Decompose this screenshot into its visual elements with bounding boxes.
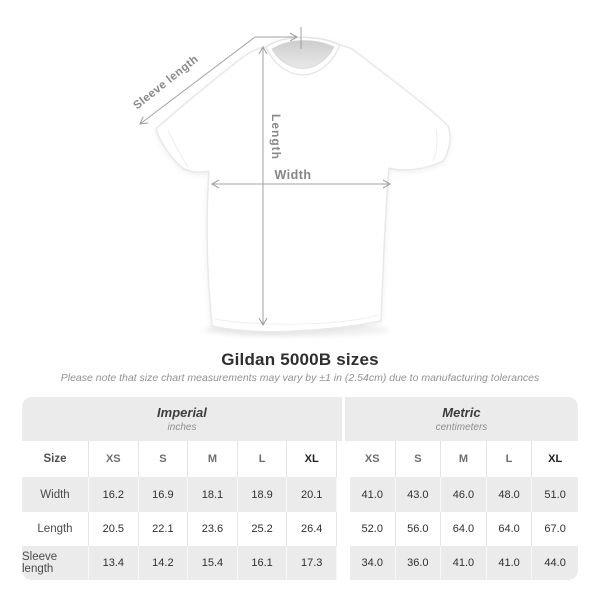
header-metric-s: S (395, 441, 442, 477)
sleeve-imperial-xs: 13.4 (89, 546, 139, 580)
tolerance-note: Please note that size chart measurements… (60, 372, 540, 384)
column-gap (336, 512, 350, 546)
length-imperial-m: 23.6 (188, 512, 238, 546)
header-imperial-l: L (237, 441, 288, 477)
length-label: Length (269, 114, 283, 160)
length-imperial-l: 25.2 (237, 512, 288, 546)
length-metric-l: 64.0 (486, 512, 533, 546)
width-imperial-s: 16.9 (138, 477, 189, 512)
imperial-section-header: Imperial inches (22, 397, 342, 441)
row-label-length: Length (22, 512, 89, 546)
length-metric-s: 56.0 (395, 512, 442, 546)
size-table: Imperial inches Metric centimeters Size … (22, 397, 578, 580)
length-metric-m: 64.0 (441, 512, 487, 546)
left-sleeve-crease (167, 130, 189, 168)
row-label-width: Width (22, 477, 89, 512)
sleeve-metric-xs: 34.0 (349, 546, 396, 580)
width-imperial-xl: 20.1 (287, 477, 337, 512)
header-imperial-s: S (138, 441, 189, 477)
header-imperial-xs: XS (89, 441, 139, 477)
length-metric-xs: 52.0 (349, 512, 396, 546)
sleeve-imperial-xl: 17.3 (287, 546, 337, 580)
width-metric-s: 43.0 (395, 477, 442, 512)
row-label-sleeve-length: Sleeve length (22, 546, 89, 580)
sleeve-metric-xl: 44.0 (532, 546, 578, 580)
tshirt-diagram: Length Width Sleeve length (131, 27, 451, 337)
hem-stitch (214, 314, 379, 325)
header-metric-xs: XS (349, 441, 396, 477)
width-metric-l: 48.0 (486, 477, 533, 512)
column-gap (336, 477, 350, 512)
metric-section-title: Metric (442, 405, 481, 420)
width-imperial-m: 18.1 (188, 477, 238, 512)
width-imperial-xs: 16.2 (89, 477, 139, 512)
sleeve-imperial-m: 15.4 (188, 546, 238, 580)
metric-section-header: Metric centimeters (344, 397, 578, 441)
sleeve-imperial-s: 14.2 (138, 546, 189, 580)
page-title: Gildan 5000B sizes (221, 350, 379, 369)
column-gap (336, 441, 350, 477)
length-imperial-xl: 26.4 (287, 512, 337, 546)
column-gap (336, 546, 350, 580)
header-metric-xl: XL (532, 441, 578, 477)
length-imperial-s: 22.1 (138, 512, 189, 546)
width-label: Width (274, 168, 311, 182)
length-imperial-xs: 20.5 (89, 512, 139, 546)
width-metric-m: 46.0 (441, 477, 487, 512)
size-column-header: Size (22, 441, 89, 477)
imperial-section-unit: inches (167, 422, 197, 433)
imperial-section-title: Imperial (157, 405, 207, 420)
length-metric-xl: 67.0 (532, 512, 578, 546)
sleeve-metric-l: 41.0 (486, 546, 533, 580)
width-metric-xs: 41.0 (349, 477, 396, 512)
sleeve-imperial-l: 16.1 (237, 546, 288, 580)
header-imperial-m: M (188, 441, 238, 477)
tshirt-body (155, 36, 451, 333)
sleeve-metric-m: 41.0 (441, 546, 487, 580)
header-imperial-xl: XL (287, 441, 337, 477)
metric-section-unit: centimeters (435, 422, 488, 433)
sleeve-metric-s: 36.0 (395, 546, 442, 580)
header-metric-m: M (441, 441, 487, 477)
width-imperial-l: 18.9 (237, 477, 288, 512)
right-sleeve-crease (432, 129, 438, 162)
header-metric-l: L (486, 441, 533, 477)
sleeve-length-arrow (139, 32, 299, 125)
width-metric-xl: 51.0 (532, 477, 578, 512)
